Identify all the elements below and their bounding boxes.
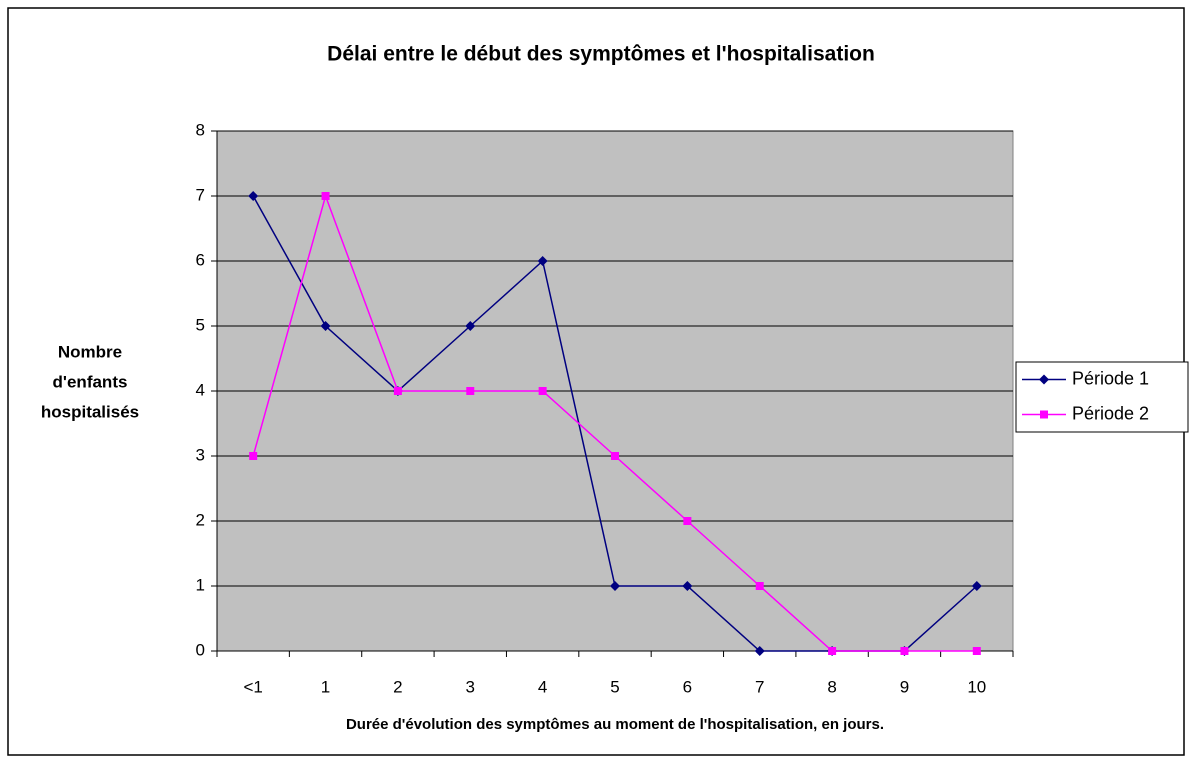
legend-label: Période 2 [1072, 403, 1149, 423]
marker [537, 256, 548, 266]
x-tick-label: 10 [967, 677, 986, 696]
x-tick-label: 5 [610, 677, 619, 696]
y-tick-label: 3 [196, 445, 205, 464]
y-tick-label: 0 [196, 640, 205, 659]
marker [320, 321, 331, 331]
x-tick-label: 6 [683, 677, 692, 696]
marker [393, 387, 402, 395]
y-tick-label: 8 [196, 120, 205, 139]
marker [610, 581, 620, 591]
y-axis-label: hospitalisés [41, 402, 139, 421]
marker [1040, 410, 1048, 419]
x-tick-label: 8 [827, 677, 836, 696]
legend-box [1015, 361, 1189, 433]
y-tick-label: 2 [196, 510, 205, 529]
x-axis-label: Durée d'évolution des symptômes au momen… [346, 716, 884, 733]
x-tick-label: 7 [755, 677, 764, 696]
marker [466, 387, 475, 395]
marker [249, 452, 258, 460]
y-tick-label: 7 [196, 185, 205, 204]
chart-title: Délai entre le début des symptômes et l'… [327, 43, 875, 66]
x-tick-label: 9 [900, 677, 909, 696]
marker [538, 387, 547, 395]
y-axis-label: d'enfants [53, 372, 128, 391]
marker [682, 581, 693, 591]
x-tick-label: 2 [393, 677, 402, 696]
marker [321, 192, 330, 200]
marker [828, 647, 837, 655]
marker [248, 191, 259, 201]
y-tick-label: 1 [196, 575, 205, 594]
y-tick-label: 5 [196, 315, 205, 334]
x-tick-label: 4 [538, 677, 547, 696]
x-tick-label: 3 [466, 677, 475, 696]
y-tick-label: 4 [196, 380, 205, 399]
x-tick-label: 1 [321, 677, 330, 696]
legend-label: Période 1 [1072, 368, 1149, 388]
marker [900, 647, 909, 655]
marker [683, 517, 692, 525]
marker [1039, 374, 1049, 385]
marker [465, 321, 476, 331]
y-tick-label: 6 [196, 250, 205, 269]
marker [611, 452, 619, 460]
x-tick-label: <1 [243, 677, 262, 696]
y-axis-label: Nombre [58, 342, 122, 361]
marker [972, 647, 981, 655]
marker [755, 582, 764, 590]
marker [754, 646, 765, 656]
marker [971, 581, 982, 591]
